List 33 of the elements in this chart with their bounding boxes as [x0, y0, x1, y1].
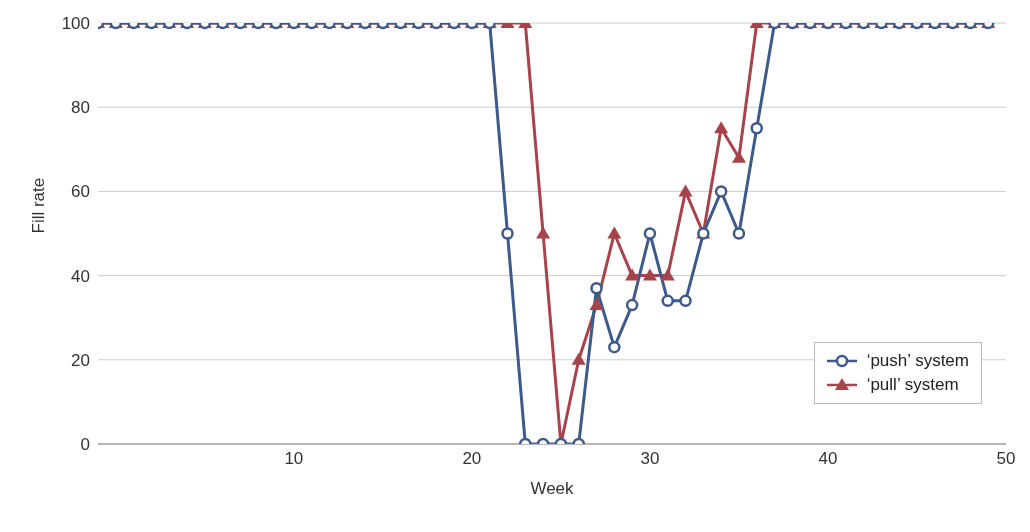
point: [589, 298, 604, 311]
y-tick-label: 20: [71, 350, 90, 370]
y-tick-label: 80: [71, 98, 90, 118]
legend-label: ‘push’ system: [866, 350, 969, 372]
x-tick-label: 10: [284, 449, 304, 469]
y-tick-label: 60: [71, 182, 90, 202]
point: [679, 294, 692, 308]
point: [643, 227, 657, 240]
point: [678, 184, 693, 197]
point: [536, 226, 551, 239]
x-tick-label: 30: [640, 449, 660, 469]
point: [642, 268, 657, 281]
point: [732, 227, 746, 240]
legend-label: ‘pull’ system: [866, 374, 959, 396]
y-tick-label: 100: [61, 14, 90, 34]
point: [625, 298, 639, 312]
y-tick-label: 0: [80, 435, 90, 455]
y-tick-label: 40: [71, 266, 90, 286]
point: [660, 268, 675, 281]
point: [750, 122, 763, 135]
point: [571, 352, 586, 365]
point: [590, 281, 603, 295]
y-axis-title: Fill rate: [29, 177, 49, 234]
point: [661, 294, 674, 308]
point: [607, 226, 622, 239]
x-axis-title: Week: [530, 479, 575, 498]
point: [501, 227, 514, 240]
point: [714, 185, 728, 198]
point: [625, 268, 640, 281]
x-tick-label: 50: [996, 449, 1016, 469]
x-tick-label: 20: [462, 449, 482, 469]
point: [608, 340, 621, 354]
x-tick-label: 40: [818, 449, 838, 469]
